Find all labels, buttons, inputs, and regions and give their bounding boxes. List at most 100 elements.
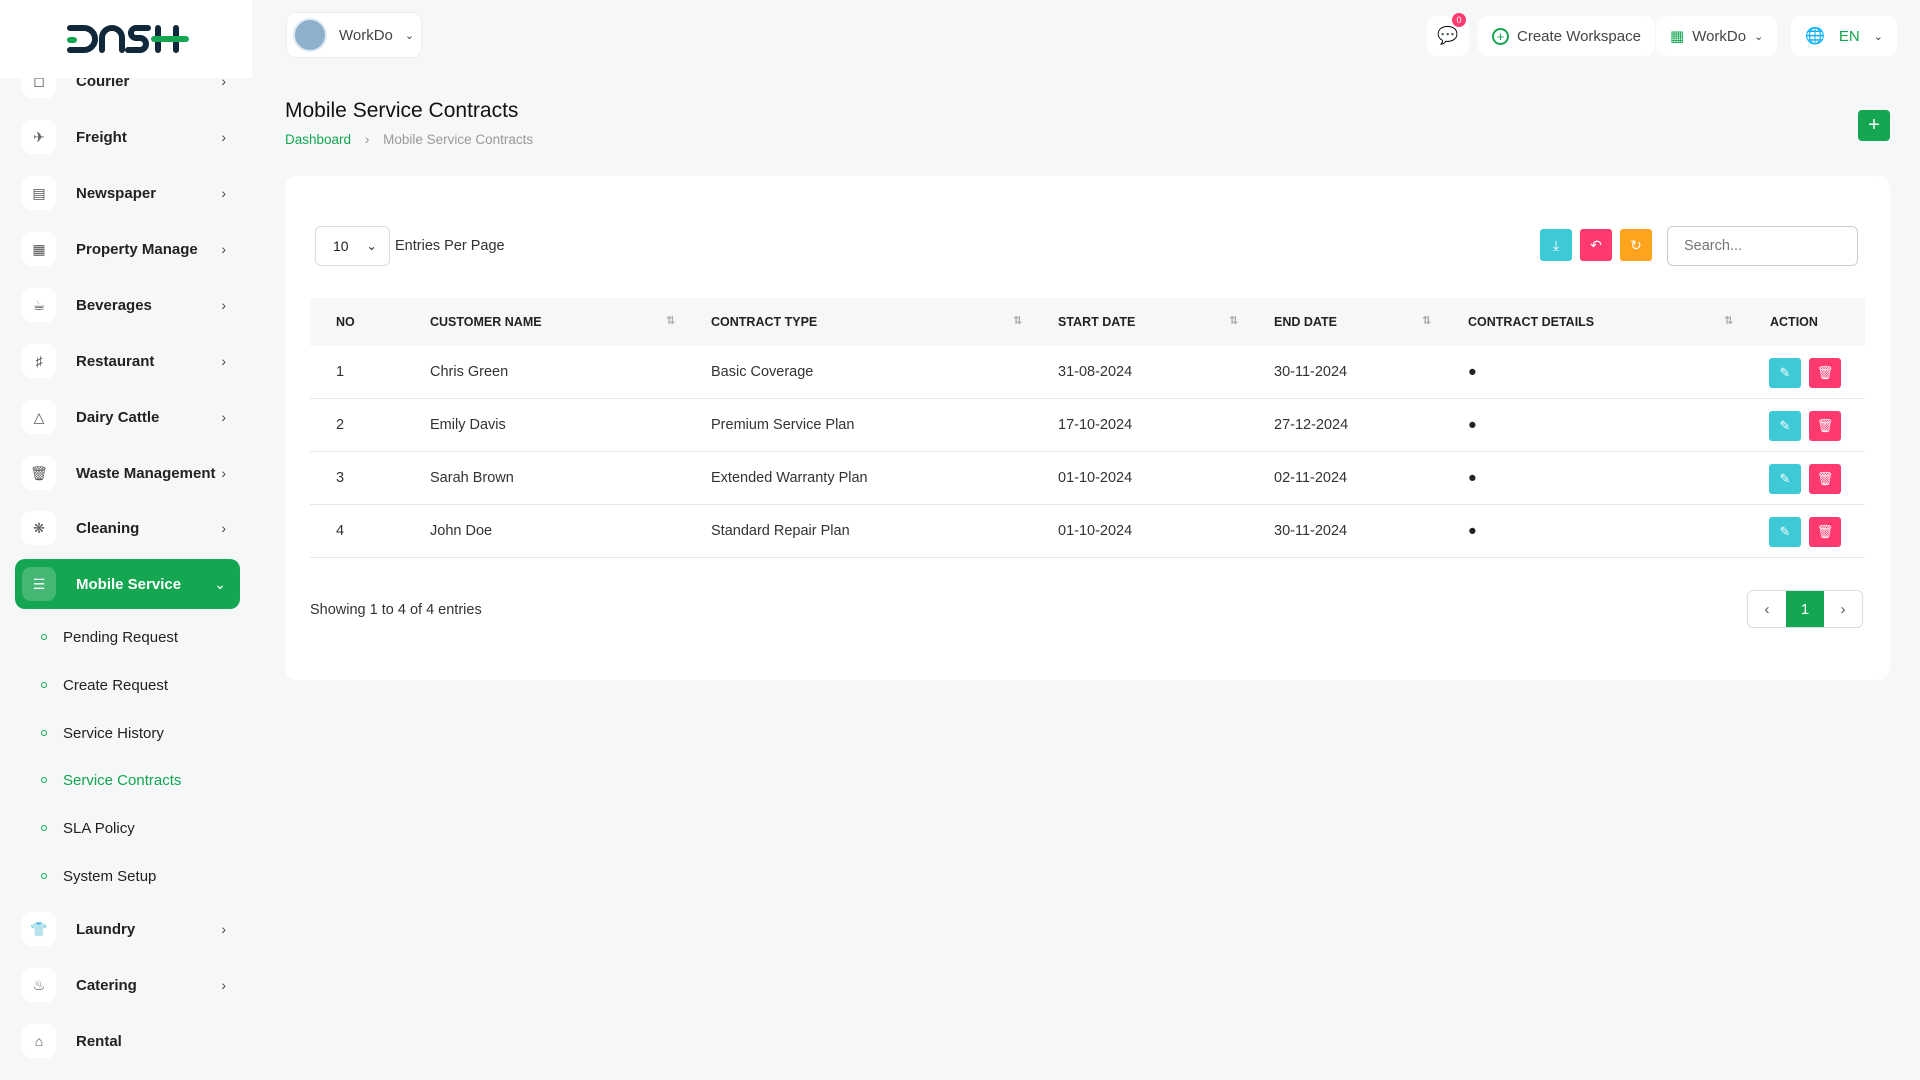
cell-start-date: 01-10-2024	[1058, 523, 1133, 539]
workspace-avatar	[293, 18, 327, 52]
edit-button[interactable]: ✎	[1769, 358, 1801, 388]
column-start-date[interactable]: START DATE	[1058, 315, 1136, 329]
sidebar-subitem-label: System Setup	[63, 867, 157, 885]
sidebar-subitem-sla-policy[interactable]: SLA Policy	[15, 813, 135, 843]
sidebar-item-label: Waste Management	[76, 464, 216, 482]
pencil-icon: ✎	[1779, 524, 1791, 539]
sidebar-subitem-system-setup[interactable]: System Setup	[15, 861, 156, 891]
cell-end-date: 27-12-2024	[1274, 417, 1349, 433]
sidebar-item-beverages[interactable]: ☕ Beverages ›	[15, 280, 240, 330]
delete-button[interactable]: 🗑	[1809, 411, 1841, 441]
sort-icon[interactable]: ⇅	[1013, 315, 1023, 327]
sidebar-subitem-label: SLA Policy	[63, 819, 135, 837]
column-contract-details[interactable]: CONTRACT DETAILS	[1468, 315, 1595, 329]
sidebar-item-label: Laundry	[76, 920, 136, 938]
trash-icon: 🗑	[1816, 365, 1834, 380]
next-page-button[interactable]: ›	[1840, 600, 1846, 618]
breadcrumb: Dashboard › Mobile Service Contracts	[285, 132, 533, 147]
comment-icon[interactable]: ●	[1468, 470, 1477, 486]
cell-end-date: 02-11-2024	[1274, 470, 1348, 486]
sidebar-subitem-service-contracts[interactable]: Service Contracts	[15, 765, 181, 795]
workspace-menu[interactable]: ▦ WorkDo ⌄	[1656, 16, 1778, 56]
contracts-card: 10 ⌄ Entries Per Page ⤓ ↶ ↻ NO CUSTOMER …	[285, 176, 1890, 680]
chevron-right-icon: ›	[221, 241, 226, 257]
trash-icon: 🗑	[1816, 418, 1834, 433]
search-input[interactable]	[1667, 226, 1858, 266]
sidebar-subitem-create-request[interactable]: Create Request	[15, 670, 168, 700]
comment-icon[interactable]: ●	[1468, 417, 1477, 433]
comment-icon[interactable]: ●	[1468, 364, 1477, 380]
entries-value: 10	[333, 238, 349, 254]
export-button[interactable]: ⤓	[1540, 229, 1572, 261]
bullet-icon	[41, 730, 47, 736]
delete-button[interactable]: 🗑	[1809, 358, 1841, 388]
delete-button[interactable]: 🗑	[1809, 464, 1841, 494]
sidebar-item-freight[interactable]: ✈ Freight ›	[15, 112, 240, 162]
sort-icon[interactable]: ⇅	[666, 315, 676, 327]
sidebar-item-property-manage[interactable]: ▦ Property Manage ›	[15, 224, 240, 274]
column-contract-type[interactable]: CONTRACT TYPE	[711, 315, 818, 329]
sidebar-item-waste-management[interactable]: 🗑 Waste Management ›	[15, 448, 240, 498]
trash-icon: 🗑	[22, 456, 56, 490]
delete-button[interactable]: 🗑	[1809, 517, 1841, 547]
chevron-down-icon: ⌄	[366, 239, 377, 253]
sidebar-item-dairy-cattle[interactable]: △ Dairy Cattle ›	[15, 392, 240, 442]
cell-no: 3	[336, 470, 345, 486]
refresh-button[interactable]: ↻	[1620, 229, 1652, 261]
chat-icon: 💬	[1437, 26, 1459, 45]
cell-contract-type: Premium Service Plan	[711, 417, 855, 433]
logo[interactable]	[0, 0, 252, 78]
glass-icon: ☕	[22, 288, 56, 322]
column-customer-name[interactable]: CUSTOMER NAME	[430, 315, 542, 329]
sidebar-item-mobile-service[interactable]: ☰ Mobile Service ⌄	[15, 559, 240, 609]
table-row: 2 Emily Davis Premium Service Plan 17-10…	[310, 399, 1865, 452]
edit-button[interactable]: ✎	[1769, 464, 1801, 494]
sidebar-item-restaurant[interactable]: ♯ Restaurant ›	[15, 336, 240, 386]
sidebar-subitem-pending-request[interactable]: Pending Request	[15, 622, 178, 652]
cell-start-date: 17-10-2024	[1058, 417, 1133, 433]
sidebar-item-newspaper[interactable]: ▤ Newspaper ›	[15, 168, 240, 218]
edit-button[interactable]: ✎	[1769, 517, 1801, 547]
page-1-button[interactable]: 1	[1786, 591, 1824, 627]
utensils-icon: ♯	[22, 344, 56, 378]
column-end-date[interactable]: END DATE	[1274, 315, 1337, 329]
chevron-right-icon: ›	[221, 977, 226, 993]
entries-per-page-select[interactable]: 10 ⌄	[315, 226, 390, 266]
breadcrumb-dashboard[interactable]: Dashboard	[285, 132, 352, 147]
sidebar-item-cleaning[interactable]: ❋ Cleaning ›	[15, 503, 240, 553]
cell-start-date: 01-10-2024	[1058, 470, 1133, 486]
sidebar-item-catering[interactable]: ♨ Catering ›	[15, 960, 240, 1010]
prev-page-button[interactable]: ‹	[1764, 600, 1770, 618]
messages-button[interactable]: 💬 0	[1427, 13, 1469, 56]
reset-button[interactable]: ↶	[1580, 229, 1612, 261]
chevron-down-icon: ⌄	[214, 575, 226, 592]
sort-icon[interactable]: ⇅	[1229, 315, 1239, 327]
sparkle-icon: ❋	[22, 511, 56, 545]
sidebar-item-rental[interactable]: ⌂ Rental	[15, 1016, 240, 1066]
sort-icon[interactable]: ⇅	[1724, 315, 1734, 327]
column-no[interactable]: NO	[336, 315, 355, 329]
cell-customer-name: Sarah Brown	[430, 470, 514, 486]
bullet-icon	[41, 682, 47, 688]
chevron-right-icon: ›	[221, 921, 226, 937]
language-selector[interactable]: 🌐 EN ⌄	[1791, 16, 1897, 56]
sidebar-subitem-service-history[interactable]: Service History	[15, 718, 164, 748]
sidebar-subitem-label: Service History	[63, 724, 164, 742]
edit-button[interactable]: ✎	[1769, 411, 1801, 441]
trash-icon: 🗑	[1816, 524, 1834, 539]
sidebar-subitem-label: Create Request	[63, 676, 169, 694]
comment-icon[interactable]: ●	[1468, 523, 1477, 539]
bullet-icon	[41, 634, 47, 640]
undo-icon: ↶	[1590, 236, 1602, 253]
add-contract-button[interactable]: +	[1858, 110, 1890, 141]
cell-end-date: 30-11-2024	[1274, 364, 1348, 380]
create-workspace-button[interactable]: + Create Workspace	[1478, 16, 1655, 56]
sidebar-subitem-label: Pending Request	[63, 628, 179, 646]
bottle-icon: △	[22, 400, 56, 434]
sort-icon[interactable]: ⇅	[1422, 315, 1432, 327]
sidebar-item-laundry[interactable]: 👕 Laundry ›	[15, 904, 240, 954]
workspace-switcher[interactable]: WorkDo ⌄	[286, 12, 422, 58]
pencil-icon: ✎	[1779, 365, 1791, 380]
table-row: 3 Sarah Brown Extended Warranty Plan 01-…	[310, 452, 1865, 505]
home-icon: ⌂	[22, 1024, 56, 1058]
